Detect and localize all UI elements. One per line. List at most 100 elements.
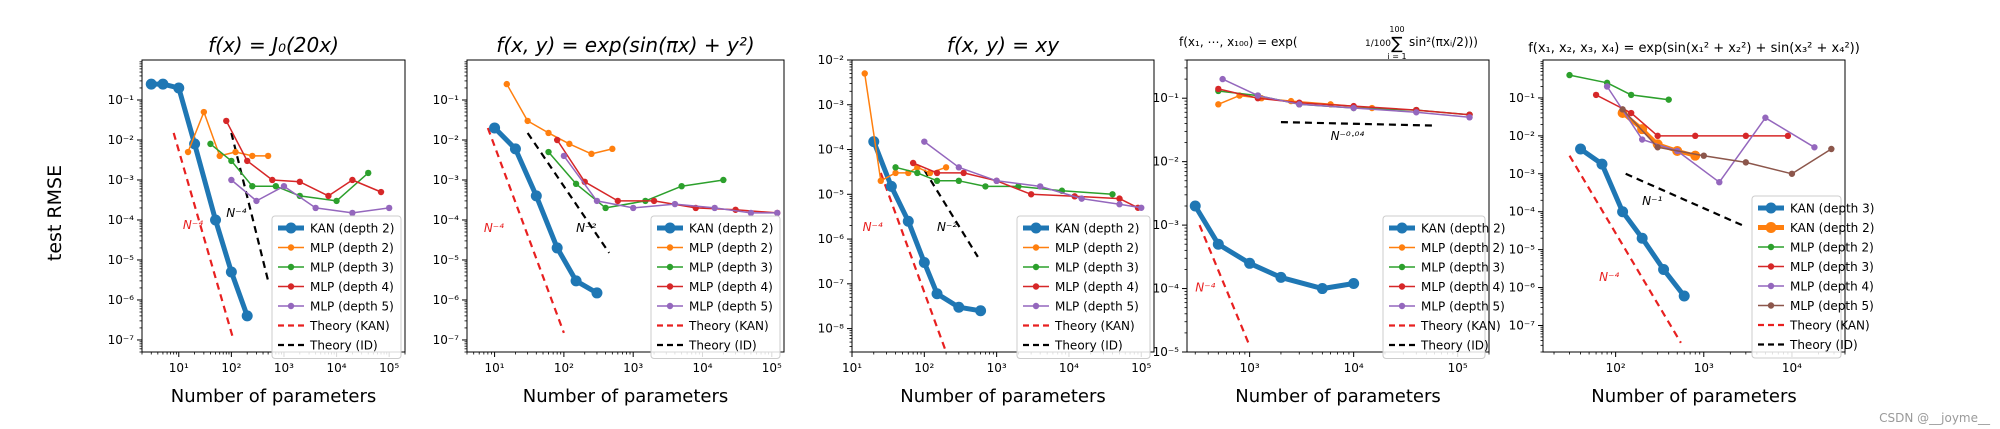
slope-annotation: N⁻²	[576, 221, 596, 235]
data-point-kan-depth-3	[1658, 263, 1670, 275]
legend-label: MLP (depth 3)	[1055, 261, 1139, 275]
x-tick-label: 10⁴	[327, 361, 347, 375]
data-point-kan-depth-2	[931, 288, 943, 300]
series-line-mlp-depth-5	[1222, 78, 1470, 119]
legend-item: MLP (depth 4)	[1023, 280, 1139, 294]
data-point-kan-depth-2	[868, 136, 880, 148]
data-point-mlp-depth-5	[1036, 183, 1044, 190]
legend-marker	[1398, 263, 1406, 271]
data-point-mlp-depth-5	[1828, 145, 1835, 153]
legend-marker	[1767, 302, 1775, 309]
data-point-mlp-depth-4	[1811, 144, 1818, 151]
legend-label: KAN (depth 2)	[689, 222, 773, 236]
legend-item: MLP (depth 3)	[278, 261, 394, 275]
data-point-mlp-depth-2	[877, 177, 884, 185]
data-point-mlp-depth-2	[1566, 71, 1573, 79]
x-tick-label: 10²	[221, 361, 241, 375]
legend-box	[1016, 215, 1151, 359]
title-sum-lower: i = 1	[1387, 52, 1406, 61]
theory-id-line	[1625, 172, 1747, 228]
series-line-mlp-depth-3	[547, 151, 724, 209]
data-point-mlp-depth-2	[1627, 91, 1635, 99]
x-tick-label: 10²	[914, 361, 934, 375]
data-point-mlp-depth-5	[671, 200, 679, 208]
y-tick-label: 10⁻⁴	[1509, 205, 1536, 219]
data-point-mlp-depth-5	[1742, 159, 1750, 166]
legend-marker	[1767, 243, 1775, 251]
x-tick-label: 10¹	[169, 361, 189, 375]
data-point-mlp-depth-4	[377, 188, 385, 196]
data-point-mlp-depth-5	[1350, 104, 1357, 112]
y-tick-label: 10⁻¹	[1509, 91, 1536, 105]
legend: KAN (depth 2) MLP (depth 2) MLP (depth 3) M…	[650, 215, 781, 359]
data-point-mlp-depth-5	[1296, 101, 1303, 108]
data-point-mlp-depth-3	[1109, 191, 1116, 198]
data-point-kan-depth-2	[173, 82, 185, 94]
y-tick-label: 10⁻⁶	[108, 293, 135, 307]
x-tick-label: 10³	[1240, 361, 1260, 375]
x-tick-label: 10³	[987, 361, 1007, 375]
chart-title: f(x, y) = exp(sin(πx) + y²)	[496, 33, 754, 57]
slope-annotation: N⁻⁰·⁰⁴	[1331, 129, 1365, 143]
y-tick-label: 10⁻⁴	[818, 143, 845, 157]
y-tick-label: 10⁻¹	[1153, 91, 1180, 105]
data-point-kan-depth-2	[210, 214, 222, 226]
x-tick-label: 10⁵	[1131, 361, 1151, 375]
legend-item: MLP (depth 5)	[1023, 300, 1139, 314]
data-point-mlp-depth-5	[955, 164, 963, 171]
slope-annotation: N⁻⁴	[183, 218, 203, 232]
legend-label: MLP (depth 5)	[1421, 300, 1505, 314]
x-tick-label: 10⁵	[1448, 361, 1468, 375]
legend-marker	[1032, 283, 1040, 290]
legend-marker	[1765, 202, 1777, 214]
x-axis-label: Number of parameters	[171, 386, 377, 407]
legend-item: MLP (depth 2)	[1389, 241, 1505, 255]
data-point-mlp-depth-4	[296, 178, 303, 186]
data-point-mlp-depth-4	[581, 178, 588, 186]
data-point-kan-depth-2	[1690, 150, 1701, 161]
x-tick-label: 10³	[623, 361, 643, 375]
legend-item: MLP (depth 3)	[1389, 261, 1505, 275]
axes-frame	[1542, 59, 1846, 353]
legend-item: Theory (ID)	[278, 339, 378, 353]
data-point-mlp-depth-4	[1762, 114, 1769, 121]
legend-label: KAN (depth 2)	[310, 222, 394, 236]
data-point-kan-depth-2	[1348, 278, 1360, 290]
x-tick-label: 10⁴	[1782, 361, 1802, 375]
legend-item: Theory (KAN)	[657, 319, 769, 333]
data-point-mlp-depth-2	[1215, 101, 1222, 108]
data-point-mlp-depth-3	[892, 164, 899, 171]
data-point-mlp-depth-5	[1788, 170, 1796, 177]
data-point-kan-depth-2	[241, 310, 253, 322]
data-point-mlp-depth-3	[982, 183, 989, 190]
legend-marker	[285, 222, 297, 234]
data-point-mlp-depth-3	[365, 169, 372, 177]
legend-marker	[666, 244, 674, 251]
data-point-kan-depth-3	[1596, 158, 1608, 170]
legend-label: MLP (depth 2)	[689, 241, 773, 255]
x-tick-label: 10¹	[485, 361, 505, 375]
legend: KAN (depth 2) MLP (depth 2) MLP (depth 3) M…	[1382, 215, 1505, 359]
chart-title: f(x) = J₀(20x)	[208, 33, 339, 57]
y-tick-label: 10⁻⁵	[818, 187, 845, 201]
x-axis-label: Number of parameters	[523, 386, 729, 407]
legend-marker	[1396, 222, 1408, 234]
plot-area	[1189, 75, 1473, 347]
data-point-mlp-depth-5	[1654, 144, 1661, 151]
x-tick-label: 10⁴	[1059, 361, 1079, 375]
data-point-mlp-depth-5	[1219, 75, 1226, 83]
data-point-mlp-depth-3	[572, 180, 580, 188]
y-tick-label: 10⁻²	[1153, 155, 1180, 169]
series-line-mlp-depth-2	[1569, 74, 1669, 101]
data-point-mlp-depth-4	[1716, 178, 1723, 186]
theory-kan-line	[1568, 155, 1682, 344]
data-point-mlp-depth-2	[200, 108, 208, 116]
data-point-mlp-depth-5	[560, 152, 568, 160]
data-point-kan-depth-2	[509, 143, 521, 155]
data-point-kan-depth-2	[902, 215, 914, 227]
legend: KAN (depth 2) MLP (depth 2) MLP (depth 3) M…	[1016, 215, 1151, 359]
data-point-mlp-depth-2	[232, 148, 239, 156]
data-point-mlp-depth-5	[593, 197, 601, 205]
data-point-mlp-depth-5	[253, 197, 260, 205]
